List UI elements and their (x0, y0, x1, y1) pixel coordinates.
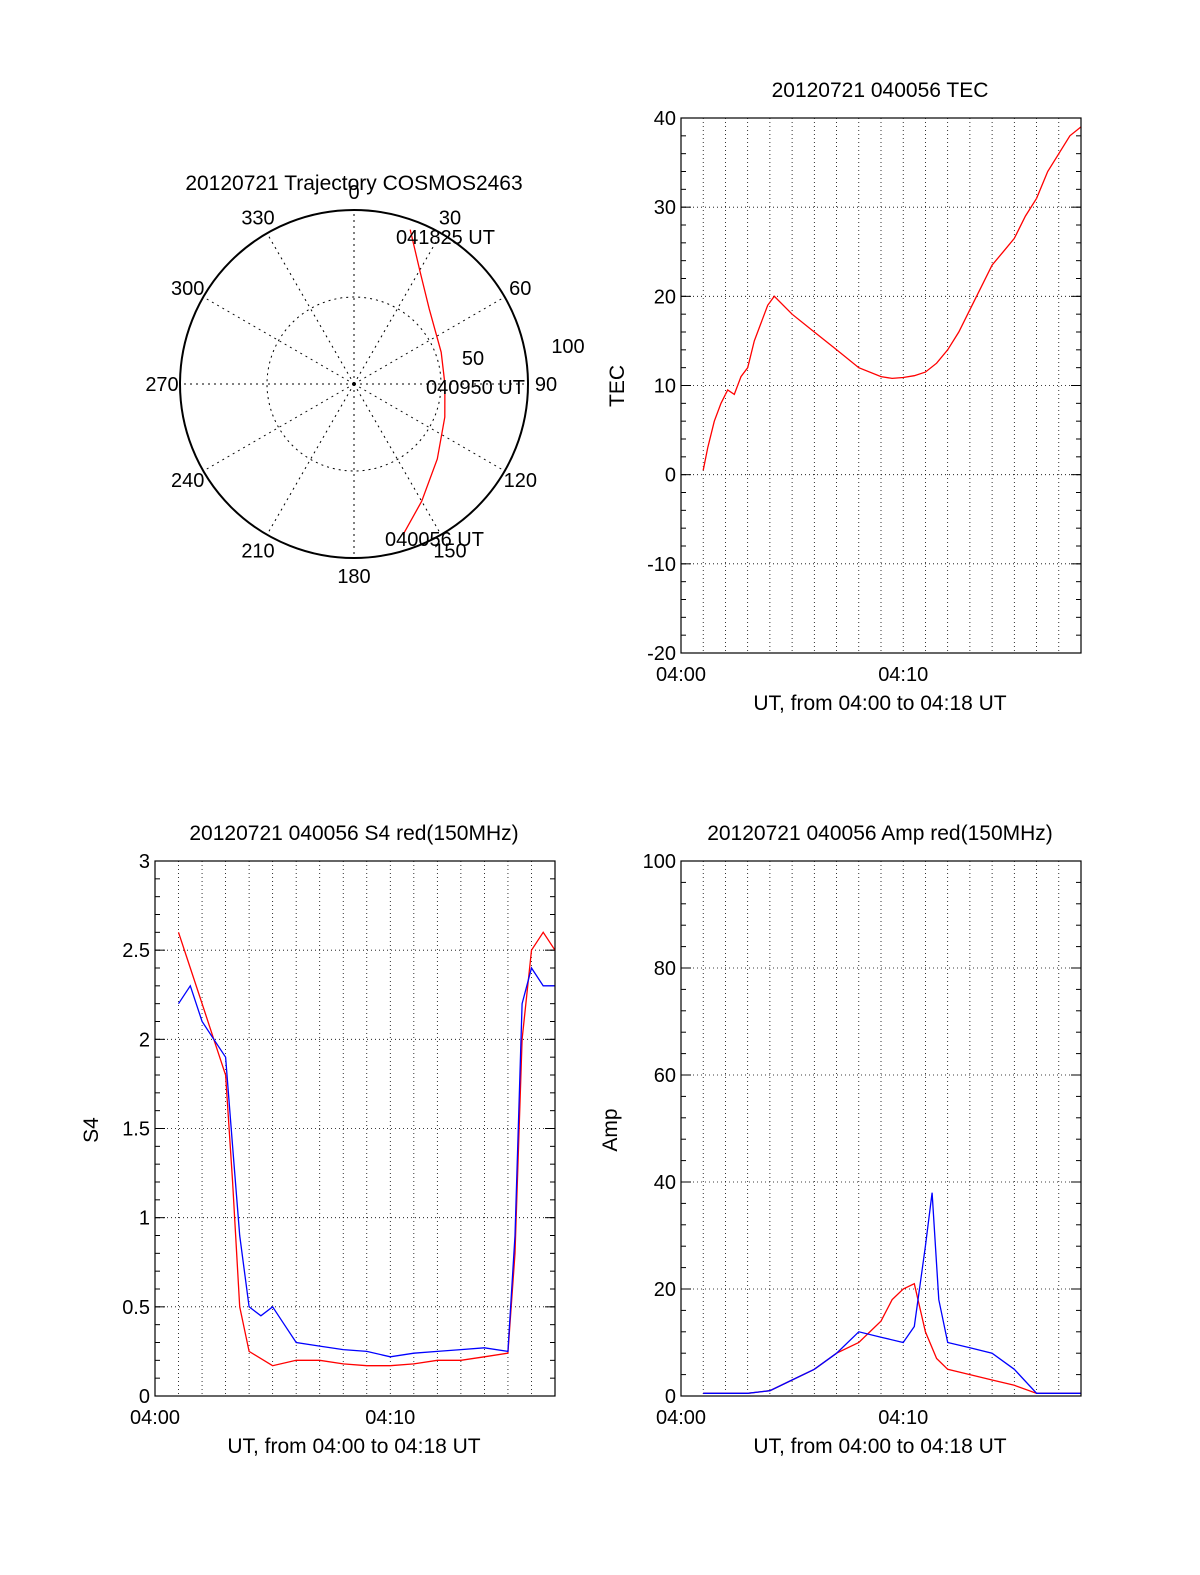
amp-x-axis-label: UT, from 04:00 to 04:18 UT (753, 1435, 1006, 1458)
y-tick-label: 1.5 (122, 1119, 150, 1141)
polar-angle-label: 120 (504, 470, 537, 492)
x-tick-label: 04:00 (656, 1407, 706, 1429)
tec-plot: 20120721 040056 TEC -20 -10 0 10 20 30 40 04:0… (606, 79, 1082, 715)
polar-grid (180, 210, 528, 558)
polar-radial-labels: 50 100 (462, 336, 585, 370)
polar-ring-50 (266, 296, 442, 472)
x-tick-label: 04:10 (878, 1407, 928, 1429)
tec-x-tick-labels: 04:00 04:10 (656, 664, 928, 686)
s4-frame (154, 860, 556, 1397)
polar-spoke (353, 383, 505, 472)
amp-y-tick-labels: 0 20 40 60 80 100 (643, 851, 676, 1408)
amp-series-blue (703, 1192, 1081, 1394)
s4-grid (154, 860, 556, 1397)
polar-angle-label: 0 (348, 182, 359, 204)
y-tick-label: 3 (139, 851, 150, 873)
amp-plot: 20120721 040056 Amp red(150MHz) 0 20 40 60 8… (599, 822, 1082, 1458)
polar-angle-label: 30 (439, 208, 461, 230)
y-tick-label: 0 (139, 1386, 150, 1408)
polar-angle-label: 240 (171, 470, 204, 492)
polar-radial-label: 50 (462, 348, 484, 370)
trajectory-annotation-mid: 040950 UT (426, 377, 525, 399)
trajectory-annotation-end: 041825 UT (396, 227, 495, 249)
tec-grid (680, 117, 1082, 654)
polar-spoke (353, 296, 505, 385)
polar-spoke (353, 383, 442, 535)
y-tick-label: 0.5 (122, 1297, 150, 1319)
y-tick-label: 20 (654, 1279, 676, 1301)
trajectory-series (402, 229, 446, 536)
x-tick-label: 04:10 (878, 664, 928, 686)
amp-y-axis-label: Amp (599, 1108, 622, 1151)
y-tick-label: -20 (647, 643, 676, 665)
y-tick-label: 40 (654, 108, 676, 130)
polar-angle-label: 180 (337, 566, 370, 588)
tec-y-axis-label: TEC (606, 365, 629, 407)
x-tick-label: 04:00 (656, 664, 706, 686)
polar-outer-circle (179, 209, 529, 559)
polar-spoke (203, 296, 355, 385)
x-tick-label: 04:10 (365, 1407, 415, 1429)
polar-radial-label: 100 (551, 336, 584, 358)
x-tick-label: 04:00 (130, 1407, 180, 1429)
polar-angle-labels: 0 30 60 90 120 150 180 210 240 270 300 330 (145, 182, 557, 588)
s4-title: 20120721 040056 S4 red(150MHz) (189, 822, 518, 845)
polar-spoke (353, 233, 442, 385)
s4-y-axis-label: S4 (80, 1117, 103, 1143)
tec-y-tick-labels: -20 -10 0 10 20 30 40 (647, 108, 676, 665)
polar-spoke (266, 383, 355, 535)
polar-angle-label: 90 (535, 374, 557, 396)
y-tick-label: 100 (643, 851, 676, 873)
polar-angle-label: 300 (171, 278, 204, 300)
trajectory-polar-plot: 20120721 Trajectory COSMOS2463 0 30 60 90 12… (145, 172, 584, 588)
s4-x-tick-labels: 04:00 04:10 (130, 1407, 415, 1429)
amp-series-red (703, 1282, 1081, 1394)
y-tick-label: -10 (647, 554, 676, 576)
polar-angle-label: 330 (241, 208, 274, 230)
y-tick-label: 10 (654, 376, 676, 398)
s4-x-axis-label: UT, from 04:00 to 04:18 UT (227, 1435, 480, 1458)
tec-series (702, 126, 1082, 471)
y-tick-label: 40 (654, 1172, 676, 1194)
y-tick-label: 2.5 (122, 940, 150, 962)
polar-angle-label: 60 (509, 278, 531, 300)
y-tick-label: 80 (654, 958, 676, 980)
y-tick-label: 20 (654, 286, 676, 308)
polar-angle-label: 150 (433, 540, 466, 562)
s4-y-tick-labels: 0 0.5 1 1.5 2 2.5 3 (122, 851, 150, 1408)
polar-angle-label: 210 (241, 540, 274, 562)
y-tick-label: 1 (139, 1208, 150, 1230)
trajectory-annotation-start: 040056 UT (385, 529, 484, 551)
tec-title: 20120721 040056 TEC (772, 79, 989, 102)
y-tick-label: 2 (139, 1029, 150, 1051)
s4-plot: 20120721 040056 S4 red(150MHz) 0 0.5 1 1.5 2… (80, 822, 556, 1458)
amp-grid (680, 860, 1082, 1397)
polar-angle-label: 270 (145, 374, 178, 396)
s4-series-blue (177, 966, 555, 1358)
trajectory-title: 20120721 Trajectory COSMOS2463 (185, 172, 522, 195)
polar-spoke (203, 383, 355, 472)
amp-frame (680, 860, 1082, 1397)
tec-x-axis-label: UT, from 04:00 to 04:18 UT (753, 692, 1006, 715)
amp-x-tick-labels: 04:00 04:10 (656, 1407, 928, 1429)
y-tick-label: 0 (665, 1386, 676, 1408)
tec-frame (680, 117, 1082, 654)
y-tick-label: 0 (665, 465, 676, 487)
amp-title: 20120721 040056 Amp red(150MHz) (707, 822, 1053, 845)
y-tick-label: 30 (654, 197, 676, 219)
y-tick-label: 60 (654, 1065, 676, 1087)
polar-spoke (266, 233, 355, 385)
